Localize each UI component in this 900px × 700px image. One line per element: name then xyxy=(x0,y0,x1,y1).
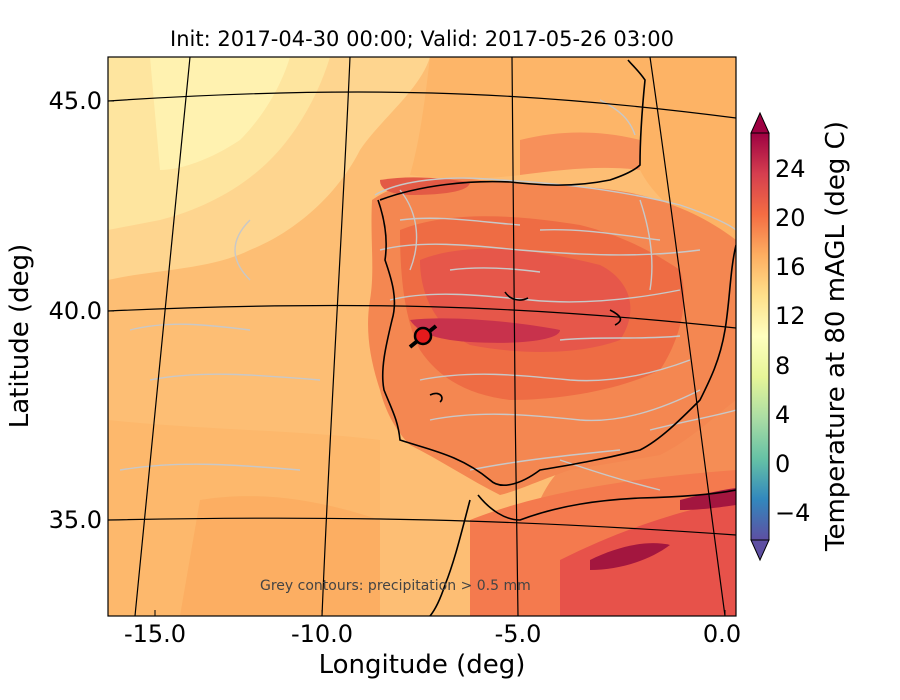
colorbar-tick-label: 24 xyxy=(775,155,806,183)
plot-title: Init: 2017-04-30 00:00; Valid: 2017-05-2… xyxy=(170,27,674,51)
y-tick-label: 45.0 xyxy=(48,87,102,115)
y-tick-label: 40.0 xyxy=(48,297,102,325)
x-tick-label: -10.0 xyxy=(290,620,354,648)
x-tick-label: -5.0 xyxy=(494,620,542,648)
x-tick-label: -15.0 xyxy=(123,620,187,648)
colorbar-tick-label: 0 xyxy=(775,450,791,478)
colorbar-tick-label: 12 xyxy=(775,302,806,330)
colorbar-tick-label: 16 xyxy=(775,253,806,281)
location-marker xyxy=(408,324,438,349)
colorbar-tick-label: 20 xyxy=(775,204,806,232)
colorbar-tick-label: 8 xyxy=(775,352,791,380)
precipitation-note: Grey contours: precipitation > 0.5 mm xyxy=(260,578,531,594)
colorbar-tick-label: 4 xyxy=(775,401,791,429)
map-field xyxy=(108,57,736,616)
colorbar xyxy=(750,111,770,562)
x-axis-label: Longitude (deg) xyxy=(318,650,526,680)
x-tick-label: 0.0 xyxy=(702,620,742,648)
y-tick-label: 35.0 xyxy=(48,506,102,534)
colorbar-tick-label: −4 xyxy=(775,499,811,527)
